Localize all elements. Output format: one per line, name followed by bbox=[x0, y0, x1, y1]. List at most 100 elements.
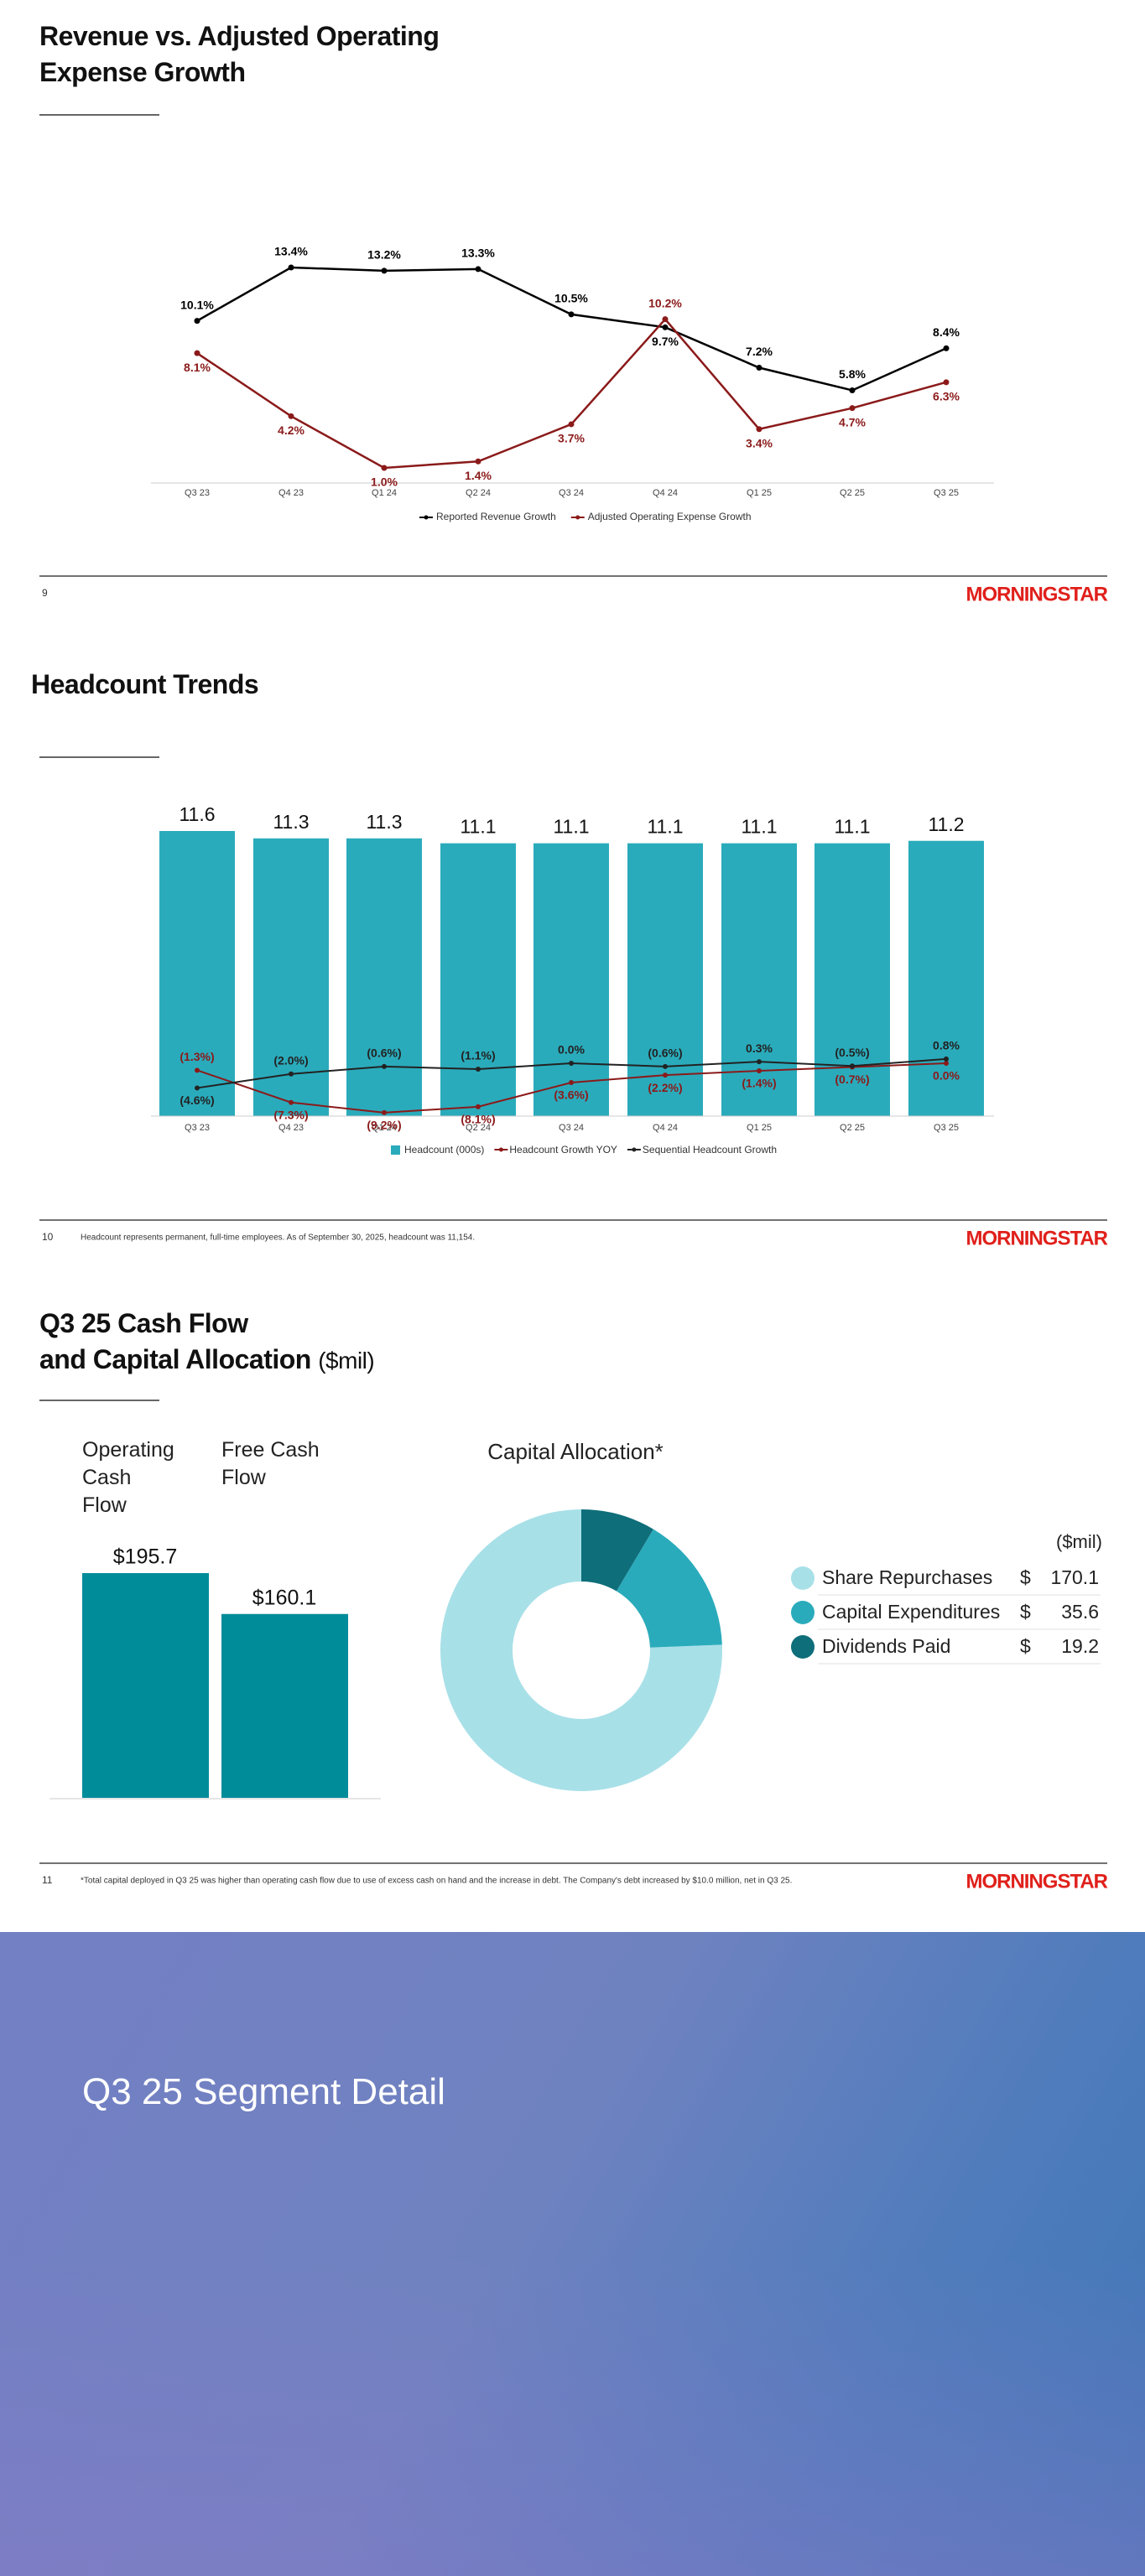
x-tick-label: Q4 23 bbox=[278, 488, 304, 498]
data-point bbox=[381, 267, 388, 274]
footnote: *Total capital deployed in Q3 25 was hig… bbox=[81, 1877, 792, 1886]
legend-value: 19.2 bbox=[1061, 1635, 1099, 1657]
data-point bbox=[288, 413, 294, 419]
data-point bbox=[944, 1056, 949, 1062]
data-point bbox=[476, 1067, 481, 1072]
title-line: Headcount Trends bbox=[31, 669, 259, 699]
footnote: Headcount represents permanent, full-tim… bbox=[81, 1233, 475, 1243]
slide-title: Headcount Trends bbox=[31, 667, 259, 703]
legend-swatch bbox=[391, 1145, 400, 1155]
data-label: 3.7% bbox=[558, 432, 585, 445]
data-label: (4.6%) bbox=[180, 1093, 214, 1107]
data-point bbox=[195, 1085, 200, 1091]
data-label: (0.6%) bbox=[648, 1046, 682, 1060]
data-label: 6.3% bbox=[933, 390, 960, 403]
data-point bbox=[569, 1080, 574, 1086]
slide-number: 10 bbox=[42, 1231, 54, 1243]
bar bbox=[721, 843, 797, 1116]
x-tick-label: Q1 25 bbox=[747, 1123, 772, 1133]
bar-label: 11.1 bbox=[553, 816, 589, 838]
bar bbox=[815, 843, 890, 1116]
x-tick-label: Q2 24 bbox=[466, 1123, 491, 1133]
data-point bbox=[382, 1109, 387, 1115]
brand-logo: MORNINGSTAR bbox=[965, 583, 1107, 605]
data-label: 8.4% bbox=[933, 325, 960, 339]
x-tick-label: Q1 25 bbox=[747, 488, 772, 498]
data-label: 5.8% bbox=[839, 367, 866, 381]
x-tick-label: Q2 25 bbox=[840, 1123, 865, 1133]
data-point bbox=[194, 318, 200, 325]
legend-marker bbox=[791, 1601, 815, 1624]
data-point bbox=[849, 387, 856, 393]
slide-number: 9 bbox=[42, 587, 48, 599]
x-tick-label: Q3 23 bbox=[185, 1123, 210, 1133]
title-line: Revenue vs. Adjusted Operating bbox=[39, 21, 440, 51]
title-line: and Capital Allocation ($mil) bbox=[39, 1344, 375, 1374]
legend-label: Capital Expenditures bbox=[822, 1601, 1000, 1623]
bar-label: 11.6 bbox=[179, 803, 215, 825]
data-point bbox=[382, 1063, 387, 1069]
series-line bbox=[196, 317, 947, 470]
bar-label: 11.1 bbox=[647, 816, 683, 838]
legend-label: Headcount (000s) bbox=[404, 1144, 484, 1156]
data-point bbox=[663, 1063, 668, 1069]
data-point bbox=[194, 350, 200, 356]
data-point bbox=[756, 426, 762, 433]
data-label: (3.6%) bbox=[554, 1088, 588, 1102]
data-point bbox=[662, 324, 669, 330]
data-point bbox=[381, 465, 388, 471]
data-label: 0.0% bbox=[558, 1043, 585, 1057]
data-point bbox=[943, 345, 950, 351]
data-point bbox=[476, 1104, 481, 1109]
data-point bbox=[568, 311, 575, 318]
legend-label: Dividends Paid bbox=[822, 1635, 950, 1657]
data-label: 10.2% bbox=[648, 296, 682, 309]
data-point bbox=[757, 1067, 762, 1073]
x-tick-label: Q2 25 bbox=[840, 488, 865, 498]
data-point bbox=[288, 264, 294, 271]
bar-label: 11.3 bbox=[273, 811, 309, 833]
data-label: (2.0%) bbox=[273, 1054, 308, 1067]
data-label: 4.2% bbox=[278, 423, 304, 437]
bar bbox=[346, 838, 422, 1116]
brand-logo: MORNINGSTAR bbox=[965, 1227, 1107, 1249]
data-label: 8.1% bbox=[184, 361, 211, 374]
section-title: Q3 25 Segment Detail bbox=[82, 2071, 445, 2112]
bar bbox=[82, 1573, 209, 1798]
legend-marker bbox=[791, 1635, 815, 1659]
title-line: Expense Growth bbox=[39, 57, 246, 87]
brand-logo: MORNINGSTAR bbox=[965, 1870, 1107, 1893]
bar bbox=[253, 838, 329, 1116]
legend-label: Share Repurchases bbox=[822, 1566, 992, 1588]
data-label: (7.3%) bbox=[273, 1108, 308, 1121]
data-point bbox=[662, 316, 669, 323]
data-label: 10.5% bbox=[554, 292, 588, 305]
bar-label: 11.1 bbox=[834, 816, 870, 838]
data-point bbox=[475, 458, 481, 465]
data-point bbox=[195, 1067, 200, 1073]
data-point bbox=[569, 1061, 574, 1066]
legend-label: Sequential Headcount Growth bbox=[643, 1144, 777, 1156]
data-label: 13.4% bbox=[274, 245, 308, 258]
legend-value: 35.6 bbox=[1061, 1601, 1099, 1623]
data-label: 0.3% bbox=[746, 1041, 773, 1055]
series-line bbox=[196, 266, 947, 392]
data-point bbox=[943, 379, 950, 386]
title-unit: ($mil) bbox=[318, 1348, 375, 1374]
bar-label: $195.7 bbox=[113, 1545, 177, 1569]
x-tick-label: Q3 25 bbox=[934, 488, 959, 498]
data-point bbox=[849, 405, 856, 412]
data-label: 0.8% bbox=[933, 1039, 960, 1052]
bar-label: 11.3 bbox=[366, 811, 402, 833]
legend-marker bbox=[575, 515, 580, 520]
data-label: 13.3% bbox=[461, 247, 495, 260]
data-label: (1.3%) bbox=[180, 1050, 214, 1063]
unit-label: ($mil) bbox=[1056, 1531, 1102, 1552]
currency-symbol: $ bbox=[1020, 1566, 1031, 1588]
pie-segment bbox=[440, 1509, 722, 1792]
data-point bbox=[568, 421, 575, 428]
data-label: (0.5%) bbox=[835, 1046, 869, 1059]
data-point bbox=[944, 1061, 949, 1066]
pie-title: Capital Allocation* bbox=[487, 1439, 664, 1464]
